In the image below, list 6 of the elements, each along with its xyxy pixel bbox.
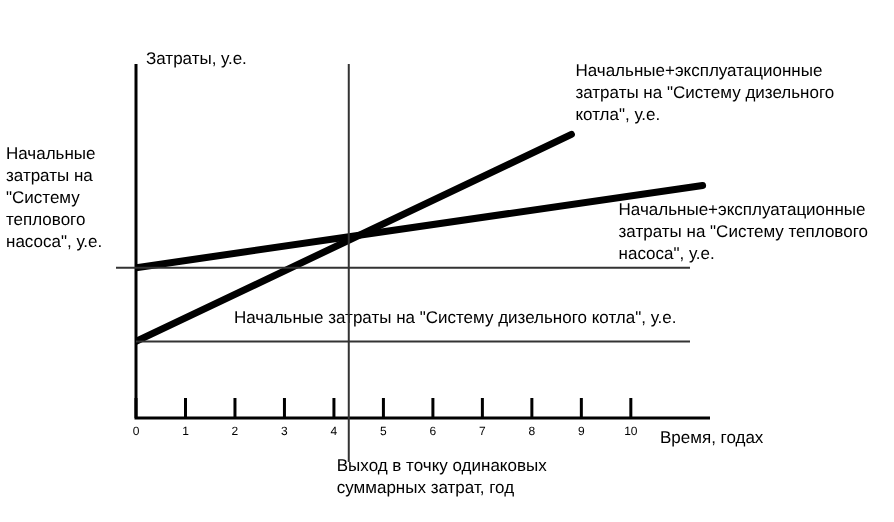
ref-line-label: Выход в точку одинаковых суммарных затрат, год — [336, 455, 549, 498]
series-label: Начальные+эксплуатационные затраты на "Систему теплового насоса", у.е. — [618, 198, 869, 263]
y-axis-title: Затраты, у.е. — [146, 48, 247, 69]
series-label: Начальные+эксплуатационные затраты на "Систему дизельного котла", у.е. — [575, 59, 835, 124]
ref-line-label: Начальные затраты на "Систему теплового насоса", у.е. — [6, 142, 103, 251]
x-axis-title: Время, годах — [660, 426, 765, 447]
